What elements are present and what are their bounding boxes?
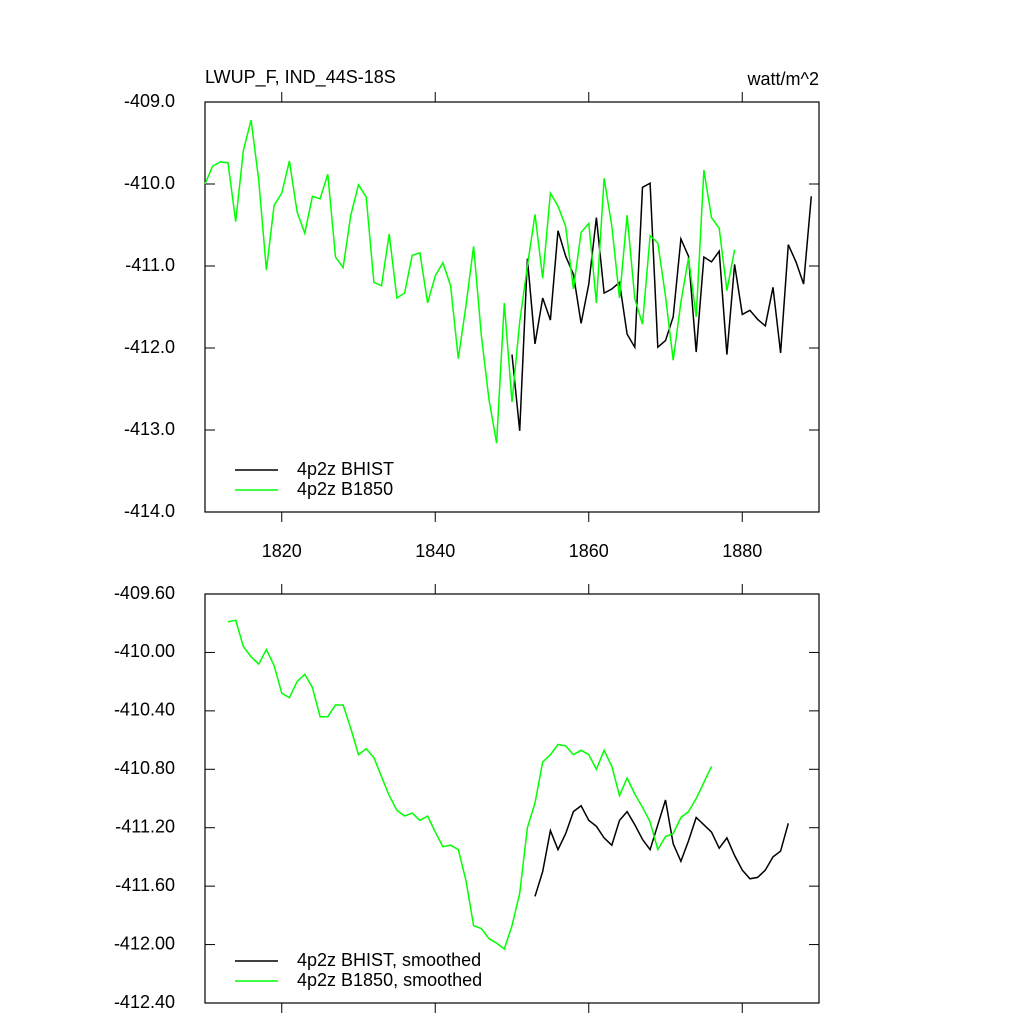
series-line: [534, 799, 790, 897]
legend-label: 4p2z B1850: [297, 479, 393, 499]
x-tick-label: 1820: [262, 541, 302, 561]
y-tick-label: -409.60: [114, 583, 175, 603]
series-line: [227, 619, 713, 951]
y-tick-label: -413.0: [124, 419, 175, 439]
plot-frame: [204, 101, 820, 513]
y-tick-label: -411.60: [115, 875, 175, 895]
y-tick-label: -412.40: [114, 992, 175, 1012]
y-tick-label: -411.20: [115, 816, 175, 836]
y-tick-label: -410.40: [114, 700, 175, 720]
y-tick-label: -412.00: [114, 933, 175, 953]
legend-label: 4p2z BHIST: [297, 459, 394, 479]
y-tick-label: -409.0: [124, 91, 175, 111]
series-line: [511, 181, 813, 431]
y-tick-label: -410.0: [124, 173, 175, 193]
series-line: [204, 119, 736, 444]
x-tick-label: 1840: [415, 541, 455, 561]
units-label: watt/m^2: [747, 69, 819, 89]
x-tick-label: 1880: [722, 541, 762, 561]
x-tick-label: 1860: [569, 541, 609, 561]
legend-label: 4p2z B1850, smoothed: [297, 970, 482, 990]
y-tick-label: -410.80: [114, 758, 175, 778]
y-tick-label: -414.0: [124, 501, 175, 521]
y-tick-label: -410.00: [114, 641, 175, 661]
y-tick-label: -412.0: [124, 337, 175, 357]
y-tick-label: -411.0: [125, 255, 175, 275]
chart-title: LWUP_F, IND_44S-18S: [205, 67, 396, 88]
plot-frame: [204, 593, 820, 1004]
legend-label: 4p2z BHIST, smoothed: [297, 950, 481, 970]
